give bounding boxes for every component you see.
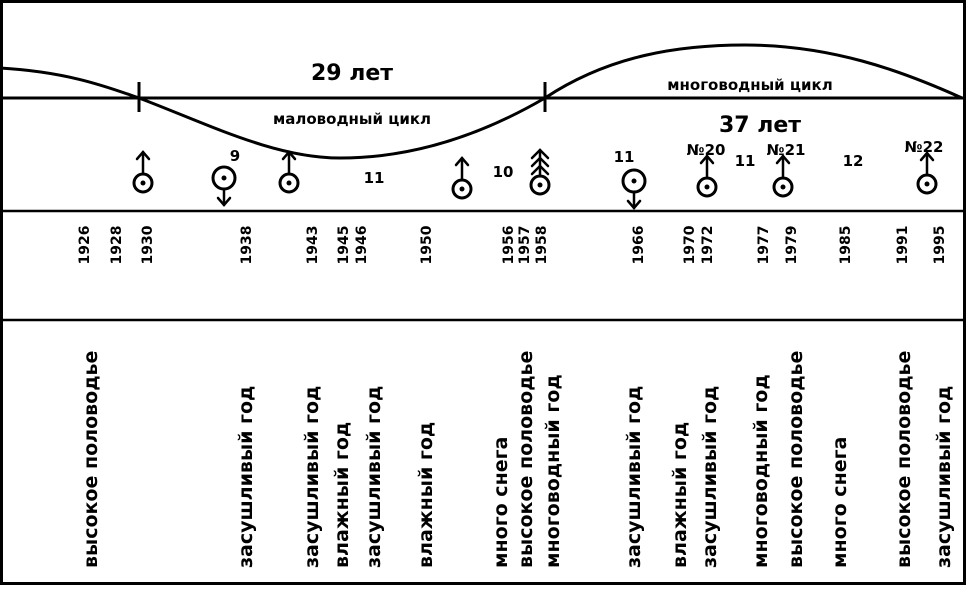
event-label: влажный год bbox=[415, 422, 437, 568]
year-label: 1972 bbox=[700, 226, 716, 265]
high-cycle-label: многоводный цикл bbox=[667, 76, 832, 94]
year-label: 1950 bbox=[419, 225, 435, 264]
high-cycle-duration: 37 лет bbox=[719, 113, 801, 138]
solar-cycle-number: 12 bbox=[843, 152, 864, 170]
year-label: 1928 bbox=[109, 226, 125, 265]
up-arrow-marker-icon bbox=[132, 150, 154, 194]
up-arrow-marker-icon bbox=[916, 151, 938, 195]
year-label: 1945 bbox=[336, 226, 352, 265]
event-label: высокое половодье bbox=[80, 351, 102, 568]
event-labels: высокое половодье засушливый год засушли… bbox=[80, 351, 955, 568]
year-label: 1946 bbox=[354, 226, 370, 265]
solar-cycle-number: 11 bbox=[735, 152, 756, 170]
solar-cycle-number: 10 bbox=[493, 163, 514, 181]
solar-cycle-number: 9 bbox=[230, 147, 240, 165]
solar-cycle-number: 11 bbox=[614, 148, 635, 166]
up-arrow-marker-icon bbox=[278, 150, 300, 194]
down-arrow-marker-icon bbox=[211, 165, 237, 207]
low-cycle-duration: 29 лет bbox=[311, 61, 393, 86]
down-arrow-marker-icon bbox=[621, 168, 647, 210]
event-label: многоводный год bbox=[750, 374, 772, 568]
event-label: много снега bbox=[490, 437, 512, 568]
year-label: 1979 bbox=[784, 226, 800, 265]
year-label: 1970 bbox=[682, 225, 698, 264]
year-label: 1991 bbox=[895, 226, 911, 265]
event-label: засушливый год bbox=[623, 386, 645, 568]
up-arrow-marker-icon bbox=[696, 154, 718, 198]
year-label: 1956 bbox=[501, 226, 517, 265]
year-labels: 1926 1928 1930 1938 1943 1945 1946 1950 … bbox=[77, 225, 948, 264]
event-label: засушливый год bbox=[363, 386, 385, 568]
event-label: влажный год bbox=[669, 422, 691, 568]
event-label: высокое половодье bbox=[515, 351, 537, 568]
triple-arrow-marker-icon bbox=[529, 148, 551, 196]
event-label: высокое половодье bbox=[893, 351, 915, 568]
event-label: засушливый год bbox=[235, 386, 257, 568]
solar-cycle-number: №21 bbox=[767, 141, 806, 159]
year-label: 1977 bbox=[756, 226, 772, 265]
water-cycle-curve bbox=[0, 43, 963, 160]
up-arrow-marker-icon bbox=[772, 154, 794, 198]
event-label: высокое половодье bbox=[785, 351, 807, 568]
year-label: 1966 bbox=[631, 226, 647, 265]
low-cycle-label: маловодный цикл bbox=[273, 110, 431, 128]
year-label: 1957 bbox=[517, 226, 533, 265]
event-label: засушливый год bbox=[933, 386, 955, 568]
year-label: 1926 bbox=[77, 226, 93, 265]
year-label: 1995 bbox=[932, 226, 948, 265]
event-label: влажный год bbox=[331, 422, 353, 568]
event-label: засушливый год bbox=[301, 386, 323, 568]
year-label: 1930 bbox=[140, 225, 156, 264]
year-label: 1958 bbox=[534, 226, 550, 265]
up-arrow-marker-icon bbox=[451, 156, 473, 200]
event-label: засушливый год bbox=[699, 386, 721, 568]
solar-cycle-number: 11 bbox=[364, 169, 385, 187]
event-label: много снега bbox=[829, 437, 851, 568]
year-label: 1943 bbox=[305, 226, 321, 265]
solar-marker-group bbox=[132, 148, 938, 210]
year-label: 1938 bbox=[239, 226, 255, 265]
solar-cycle-number: №22 bbox=[905, 138, 944, 156]
event-label: многоводный год bbox=[542, 374, 564, 568]
year-label: 1985 bbox=[838, 226, 854, 265]
solar-cycle-number: №20 bbox=[687, 141, 726, 159]
